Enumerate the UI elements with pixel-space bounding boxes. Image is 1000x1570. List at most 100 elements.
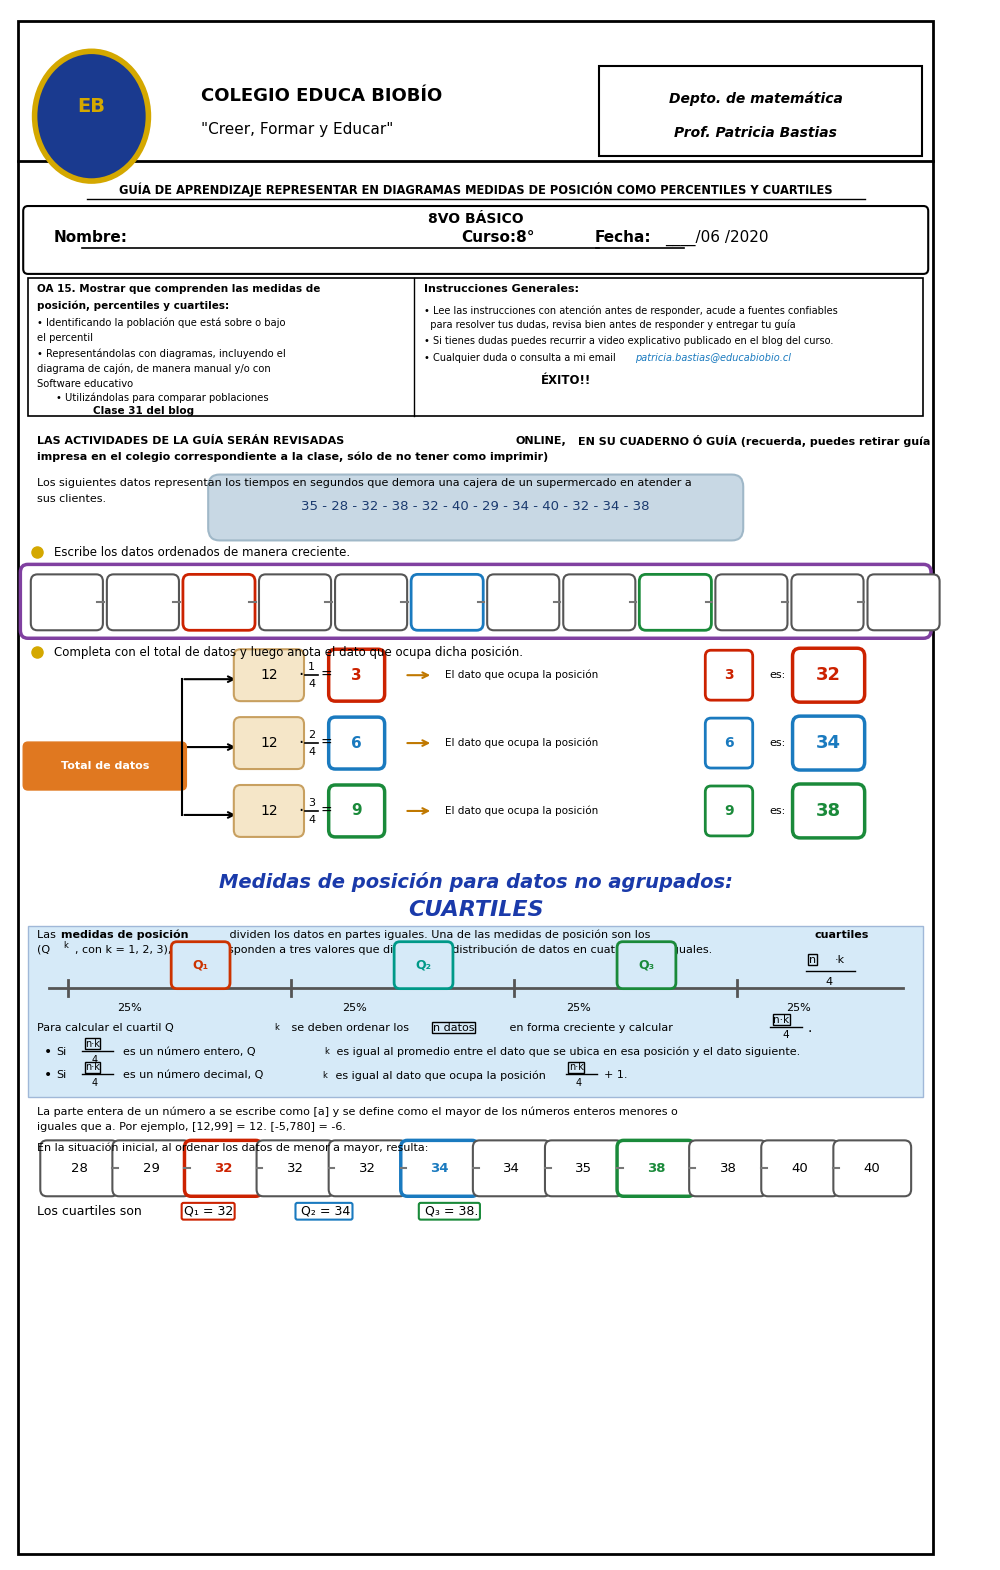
Text: Escribe los datos ordenados de manera creciente.: Escribe los datos ordenados de manera cr… bbox=[54, 546, 350, 559]
Text: para resolver tus dudas, revisa bien antes de responder y entregar tu guía: para resolver tus dudas, revisa bien ant… bbox=[424, 320, 795, 330]
FancyBboxPatch shape bbox=[184, 1140, 262, 1196]
Text: • Lee las instrucciones con atención antes de responder, acude a fuentes confiab: • Lee las instrucciones con atención ant… bbox=[424, 306, 837, 316]
Text: ·k: ·k bbox=[834, 955, 844, 964]
FancyBboxPatch shape bbox=[208, 474, 743, 540]
FancyBboxPatch shape bbox=[234, 785, 304, 837]
Text: 4: 4 bbox=[308, 680, 315, 689]
Text: • Si tienes dudas puedes recurrir a video explicativo publicado en el blog del c: • Si tienes dudas puedes recurrir a vide… bbox=[424, 336, 833, 345]
Text: 25%: 25% bbox=[342, 1003, 367, 1013]
Text: Las: Las bbox=[37, 929, 60, 940]
Text: • Utilizándolas para comparar poblaciones: • Utilizándolas para comparar poblacione… bbox=[56, 392, 269, 403]
Text: k: k bbox=[324, 1047, 329, 1057]
Text: cuartiles: cuartiles bbox=[814, 929, 869, 940]
Text: impresa en el colegio correspondiente a la clase, sólo de no tener como imprimir: impresa en el colegio correspondiente a … bbox=[37, 451, 549, 462]
Text: n·k: n·k bbox=[773, 1014, 789, 1025]
Text: Nombre:: Nombre: bbox=[54, 231, 128, 245]
Text: medidas de posición: medidas de posición bbox=[61, 929, 189, 940]
FancyBboxPatch shape bbox=[705, 717, 753, 768]
Text: 40: 40 bbox=[792, 1162, 809, 1174]
FancyBboxPatch shape bbox=[639, 575, 711, 630]
Text: ·: · bbox=[299, 735, 304, 752]
FancyBboxPatch shape bbox=[40, 1140, 118, 1196]
FancyBboxPatch shape bbox=[112, 1140, 190, 1196]
Text: 29: 29 bbox=[143, 1162, 160, 1174]
Text: "Creer, Formar y Educar": "Creer, Formar y Educar" bbox=[201, 121, 393, 137]
FancyBboxPatch shape bbox=[868, 575, 940, 630]
Text: •: • bbox=[44, 1044, 52, 1058]
Text: patricia.bastias@educabiobio.cl: patricia.bastias@educabiobio.cl bbox=[635, 353, 791, 363]
Text: k: k bbox=[322, 1071, 327, 1080]
FancyBboxPatch shape bbox=[833, 1140, 911, 1196]
Text: 4: 4 bbox=[308, 815, 315, 824]
Text: ·: · bbox=[299, 802, 304, 820]
Text: • Representándolas con diagramas, incluyendo el: • Representándolas con diagramas, incluy… bbox=[37, 349, 286, 360]
Text: Q₁ = 32: Q₁ = 32 bbox=[184, 1204, 233, 1218]
Text: Prof. Patricia Bastias: Prof. Patricia Bastias bbox=[674, 126, 837, 140]
FancyBboxPatch shape bbox=[705, 650, 753, 700]
Text: =: = bbox=[321, 736, 333, 750]
Text: 38: 38 bbox=[647, 1162, 665, 1174]
Text: en forma creciente y calcular: en forma creciente y calcular bbox=[506, 1022, 673, 1033]
Text: 4: 4 bbox=[575, 1079, 581, 1088]
Text: Instrucciones Generales:: Instrucciones Generales: bbox=[424, 284, 579, 294]
Text: sus clientes.: sus clientes. bbox=[37, 493, 107, 504]
Text: 3: 3 bbox=[308, 798, 315, 809]
Text: ·: · bbox=[299, 666, 304, 685]
Text: •: • bbox=[44, 1069, 52, 1082]
Text: 12: 12 bbox=[260, 804, 278, 818]
Text: 4: 4 bbox=[825, 977, 832, 986]
Text: Q₂: Q₂ bbox=[416, 958, 432, 972]
FancyBboxPatch shape bbox=[791, 575, 864, 630]
Text: k: k bbox=[275, 1024, 279, 1031]
FancyBboxPatch shape bbox=[329, 650, 385, 702]
FancyBboxPatch shape bbox=[563, 575, 635, 630]
Text: Si: Si bbox=[56, 1047, 67, 1057]
Text: n·k: n·k bbox=[85, 1038, 100, 1049]
Text: posición, percentiles y cuartiles:: posición, percentiles y cuartiles: bbox=[37, 300, 230, 311]
FancyBboxPatch shape bbox=[28, 926, 923, 1097]
Text: 32: 32 bbox=[214, 1162, 233, 1174]
Text: 3: 3 bbox=[351, 667, 362, 683]
FancyBboxPatch shape bbox=[473, 1140, 551, 1196]
FancyBboxPatch shape bbox=[715, 575, 787, 630]
Text: Los siguientes datos representan los tiempos en segundos que demora una cajera d: Los siguientes datos representan los tie… bbox=[37, 477, 692, 488]
FancyBboxPatch shape bbox=[689, 1140, 767, 1196]
Text: 32: 32 bbox=[359, 1162, 376, 1174]
Text: es:: es: bbox=[770, 805, 786, 816]
FancyBboxPatch shape bbox=[793, 716, 865, 769]
Text: es un número decimal, Q: es un número decimal, Q bbox=[123, 1071, 263, 1080]
Text: GUÍA DE APRENDIZAJE REPRESENTAR EN DIAGRAMAS MEDIDAS DE POSICIÓN COMO PERCENTILE: GUÍA DE APRENDIZAJE REPRESENTAR EN DIAGR… bbox=[119, 182, 833, 196]
Text: 38: 38 bbox=[720, 1162, 736, 1174]
FancyBboxPatch shape bbox=[23, 206, 928, 273]
Text: 34: 34 bbox=[503, 1162, 520, 1174]
Text: Software educativo: Software educativo bbox=[37, 378, 134, 389]
FancyBboxPatch shape bbox=[329, 785, 385, 837]
Text: =: = bbox=[321, 669, 333, 683]
Text: 3: 3 bbox=[724, 669, 734, 683]
Text: LAS ACTIVIDADES DE LA GUÍA SERÁN REVISADAS: LAS ACTIVIDADES DE LA GUÍA SERÁN REVISAD… bbox=[37, 435, 349, 446]
FancyBboxPatch shape bbox=[23, 743, 186, 790]
Text: ÉXITO!!: ÉXITO!! bbox=[541, 374, 591, 388]
Text: Depto. de matemática: Depto. de matemática bbox=[669, 93, 843, 107]
Text: El dato que ocupa la posición: El dato que ocupa la posición bbox=[445, 805, 599, 816]
Text: 12: 12 bbox=[260, 736, 278, 750]
Text: es:: es: bbox=[770, 738, 786, 747]
Text: 25%: 25% bbox=[117, 1003, 142, 1013]
Text: La parte entera de un número a se escribe como [a] y se define como el mayor de : La parte entera de un número a se escrib… bbox=[37, 1107, 678, 1116]
Text: iguales que a. Por ejemplo, [12,99] = 12. [-5,780] = -6.: iguales que a. Por ejemplo, [12,99] = 12… bbox=[37, 1123, 346, 1132]
Text: 32: 32 bbox=[287, 1162, 304, 1174]
Text: 12: 12 bbox=[260, 669, 278, 683]
Text: 8VO BÁSICO: 8VO BÁSICO bbox=[428, 212, 524, 226]
FancyBboxPatch shape bbox=[487, 575, 559, 630]
FancyBboxPatch shape bbox=[705, 787, 753, 835]
Text: 4: 4 bbox=[92, 1079, 98, 1088]
FancyBboxPatch shape bbox=[234, 650, 304, 702]
Text: 4: 4 bbox=[308, 747, 315, 757]
Text: k: k bbox=[63, 940, 68, 950]
FancyBboxPatch shape bbox=[617, 1140, 695, 1196]
Text: n·k: n·k bbox=[569, 1063, 584, 1072]
FancyBboxPatch shape bbox=[107, 575, 179, 630]
Text: 2: 2 bbox=[308, 730, 315, 739]
Ellipse shape bbox=[35, 52, 148, 181]
Text: n·k: n·k bbox=[85, 1063, 100, 1072]
